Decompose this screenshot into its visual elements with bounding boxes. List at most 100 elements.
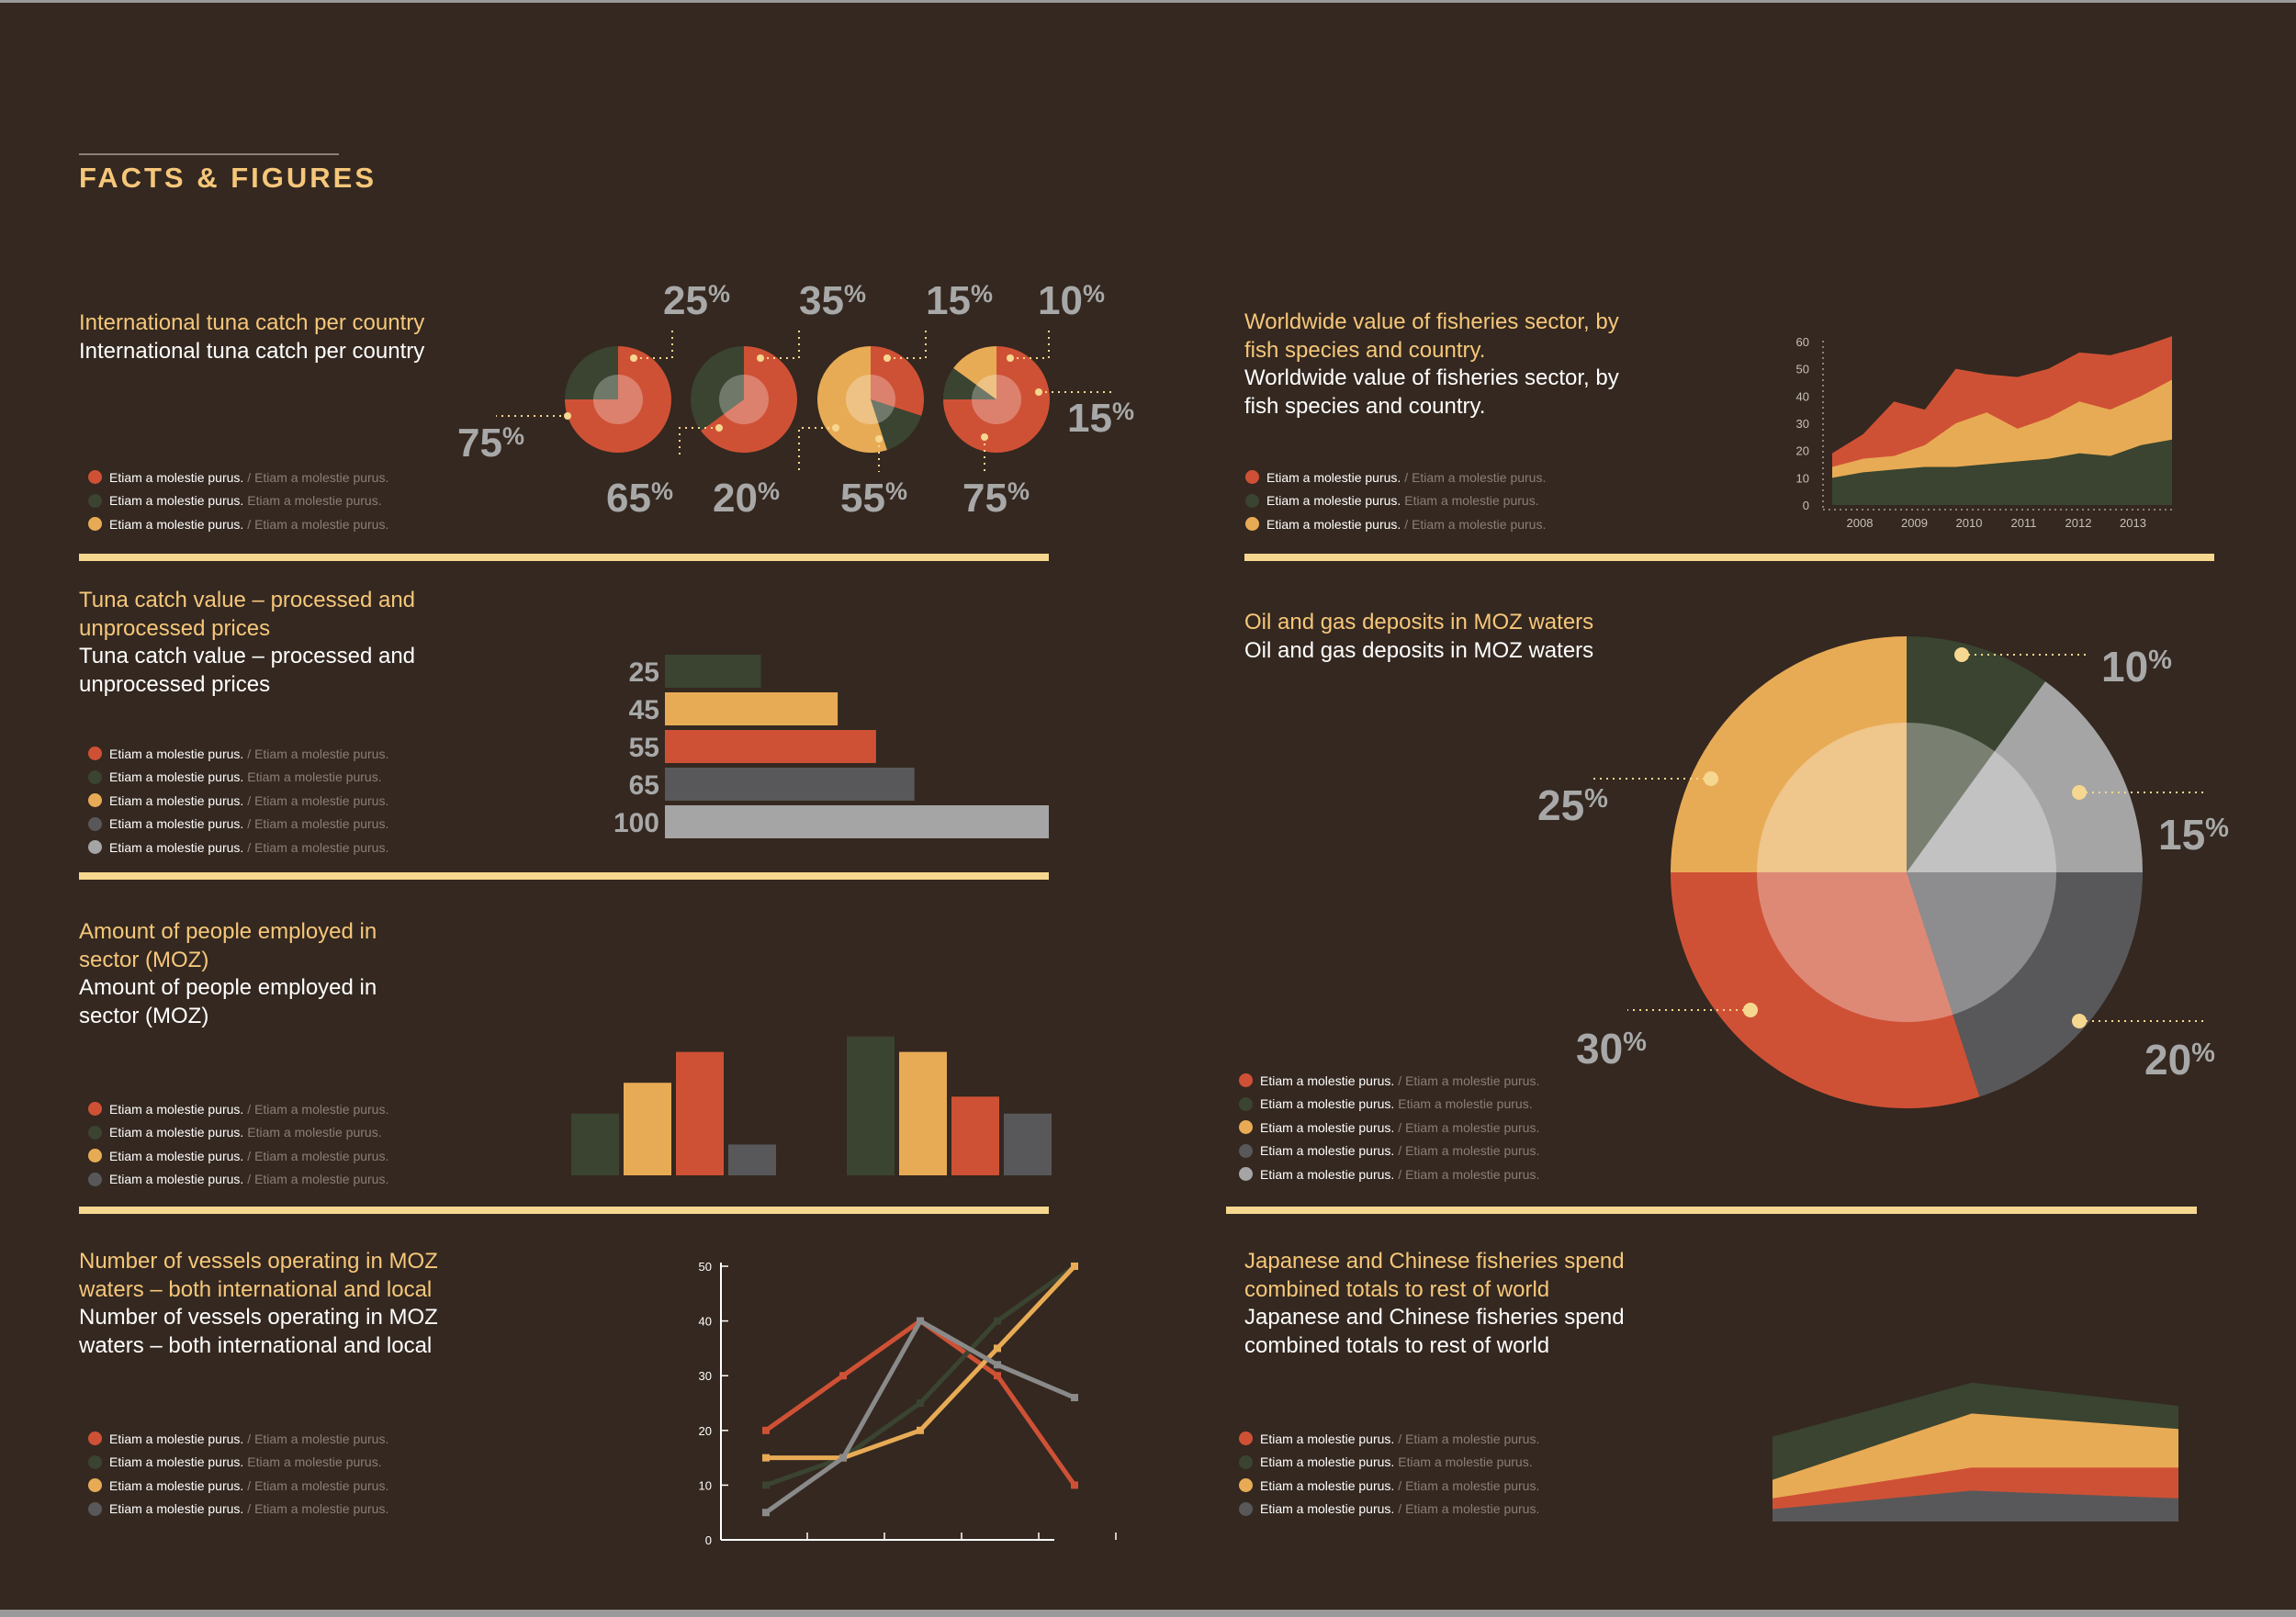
- legend-item: Etiam a molestie purus. / Etiam a molesti…: [88, 1097, 388, 1121]
- legend-item: Etiam a molestie purus. / Etiam a molesti…: [1239, 1140, 1539, 1163]
- legend-item: Etiam a molestie purus. Etiam a molestie …: [88, 1121, 388, 1145]
- bar-group-2-red: [951, 1096, 999, 1175]
- oilgas-slice-25pct: [1671, 636, 1907, 872]
- pie-1-slice-2: [565, 346, 618, 399]
- legend-item: Etiam a molestie purus. / Etiam a molesti…: [88, 742, 388, 766]
- point-gold: [917, 1426, 924, 1434]
- divider-row1-right: [1244, 554, 2214, 561]
- bar-group-1-red: [676, 1051, 724, 1175]
- x-tick-label: 2013: [2120, 516, 2146, 530]
- bar-label: 65: [629, 770, 659, 801]
- pct-label-65: 65%: [606, 476, 673, 521]
- legend-label: Etiam a molestie purus.: [109, 1125, 244, 1140]
- legend-label: Etiam a molestie purus.: [109, 816, 244, 832]
- bar-25: [665, 655, 761, 688]
- legend-label: Etiam a molestie purus.: [109, 746, 244, 761]
- pie-2-slice-2: [691, 346, 744, 432]
- legend-sublabel: Etiam a molestie purus.: [1398, 1454, 1533, 1470]
- bar-100: [665, 805, 1049, 838]
- pct-label-20: 20%: [713, 476, 780, 521]
- y-tick-label: 60: [1796, 335, 1809, 349]
- pct-label-25: 25%: [663, 278, 730, 323]
- legend-sublabel: / Etiam a molestie purus.: [247, 816, 389, 832]
- legend-sublabel: / Etiam a molestie purus.: [1398, 1143, 1540, 1159]
- legend-label: Etiam a molestie purus.: [109, 769, 244, 785]
- legend-dot: [1239, 1096, 1253, 1111]
- point-red: [1071, 1481, 1078, 1489]
- legend-item: Etiam a molestie purus. / Etiam a molesti…: [88, 813, 388, 837]
- leader-pie4-top: [1010, 328, 1050, 359]
- oilgas-title-block: Oil and gas deposits in MOZ waters Oil a…: [1244, 609, 1658, 665]
- vessels-subtitle: Number of vessels operating in MOZ water…: [79, 1305, 438, 1358]
- vessels-title: Number of vessels operating in MOZ water…: [79, 1249, 438, 1302]
- marker-dot-6: [832, 424, 839, 432]
- legend-dot: [1239, 1432, 1253, 1446]
- legend-sublabel: / Etiam a molestie purus.: [247, 1431, 389, 1446]
- point-red: [762, 1426, 770, 1434]
- legend-label: Etiam a molestie purus.: [109, 839, 244, 855]
- legend-label: Etiam a molestie purus.: [109, 1501, 244, 1517]
- marker-dot-3: [757, 354, 764, 362]
- legend-item: Etiam a molestie purus. / Etiam a molesti…: [88, 1144, 388, 1168]
- legend-dot: [88, 1501, 102, 1516]
- marker-dot-4: [715, 424, 723, 432]
- y-tick-label: 0: [705, 1533, 712, 1547]
- legend-sublabel: / Etiam a molestie purus.: [247, 1477, 389, 1493]
- vessels-line-chart: 0 10 20 30 40 50: [699, 1260, 1117, 1547]
- marker-dot-5: [884, 354, 891, 362]
- y-tick-label: 10: [1796, 471, 1809, 485]
- legend-label: Etiam a molestie purus.: [109, 493, 244, 509]
- legend-sublabel: / Etiam a molestie purus.: [247, 839, 389, 855]
- legend-sublabel: / Etiam a molestie purus.: [1398, 1477, 1540, 1493]
- pct-label-75-left: 75%: [457, 421, 524, 466]
- legend-sublabel: Etiam a molestie purus.: [247, 769, 382, 785]
- legend-item: Etiam a molestie purus. / Etiam a molesti…: [88, 466, 388, 489]
- x-tick-label: 2008: [1847, 516, 1874, 530]
- point-red: [839, 1372, 847, 1380]
- legend-sublabel: / Etiam a molestie purus.: [1398, 1431, 1540, 1446]
- oilgas-marker-dot: [2072, 785, 2087, 800]
- legend-sublabel: / Etiam a molestie purus.: [1404, 516, 1547, 532]
- point-gray: [994, 1361, 1001, 1369]
- y-tick-label: 50: [699, 1260, 712, 1274]
- bar-45: [665, 692, 838, 725]
- employed-title-block: Amount of people employed in sector (MOZ…: [79, 918, 437, 1030]
- vessels-title-block: Number of vessels operating in MOZ water…: [79, 1248, 474, 1360]
- bar-group-2-gray: [1004, 1113, 1052, 1175]
- legend-item: Etiam a molestie purus. / Etiam a molesti…: [1239, 1116, 1539, 1140]
- marker-dot-2: [564, 412, 571, 420]
- legend-sublabel: Etiam a molestie purus.: [247, 1125, 382, 1140]
- legend-dot: [88, 747, 102, 761]
- legend-label: Etiam a molestie purus.: [1260, 1119, 1395, 1135]
- oilgas-marker-dot: [1704, 771, 1718, 786]
- oilgas-slice-20pct: [1907, 872, 2143, 1097]
- leader-pie2-top: [760, 328, 800, 359]
- legend-label: Etiam a molestie purus.: [1260, 1072, 1395, 1088]
- spend-title-block: Japanese and Chinese fisheries spend com…: [1244, 1248, 1667, 1360]
- spend-legend: Etiam a molestie purus. / Etiam a molesti…: [1239, 1427, 1539, 1521]
- pct-label-15-right: 15%: [1067, 396, 1134, 441]
- oilgas-label-30pct: 30%: [1576, 1025, 1647, 1072]
- point-gray: [762, 1509, 770, 1517]
- pct-label-75-bottom: 75%: [962, 476, 1030, 521]
- legend-label: Etiam a molestie purus.: [1260, 1501, 1395, 1517]
- legend-dot: [88, 769, 102, 784]
- fisheries-subtitle: Worldwide value of fisheries sector, by …: [1244, 365, 1619, 419]
- tuna-pie-charts: 25% 75% 35% 65% 15% 20% 10% 15% 55% 75%: [457, 278, 1134, 521]
- legend-dot: [1239, 1478, 1253, 1493]
- pie-3-slice-2: [871, 399, 922, 451]
- legend-label: Etiam a molestie purus.: [1266, 493, 1401, 509]
- legend-item: Etiam a molestie purus. Etiam a molestie …: [88, 489, 388, 513]
- leader-pie3-left: [798, 427, 836, 472]
- fisheries-title-block: Worldwide value of fisheries sector, by …: [1244, 309, 1630, 421]
- spend-subtitle: Japanese and Chinese fisheries spend com…: [1244, 1305, 1625, 1358]
- bar-group-2-gold: [899, 1051, 947, 1175]
- legend-sublabel: / Etiam a molestie purus.: [1398, 1166, 1540, 1182]
- legend-sublabel: / Etiam a molestie purus.: [1398, 1072, 1540, 1088]
- spend-title: Japanese and Chinese fisheries spend com…: [1244, 1249, 1625, 1302]
- legend-label: Etiam a molestie purus.: [1260, 1166, 1395, 1182]
- y-tick-label: 30: [699, 1369, 712, 1383]
- pie-4-center: [972, 375, 1021, 424]
- prices-legend: Etiam a molestie purus. / Etiam a molesti…: [88, 742, 388, 859]
- legend-sublabel: / Etiam a molestie purus.: [1398, 1119, 1540, 1135]
